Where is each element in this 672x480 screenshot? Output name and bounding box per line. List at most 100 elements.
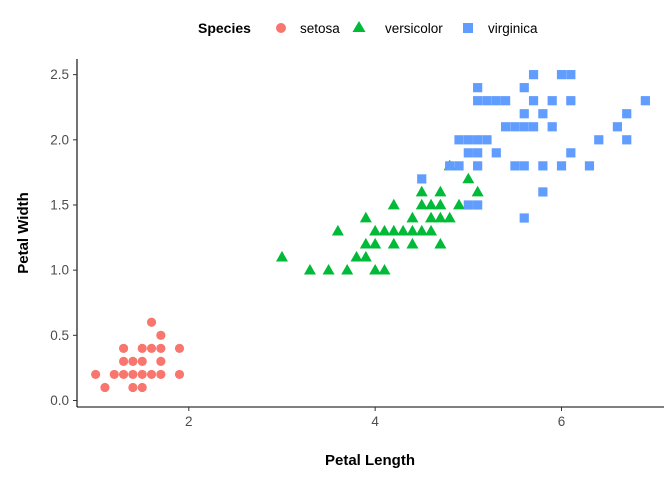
point-virginica xyxy=(547,96,557,106)
point-setosa xyxy=(137,382,147,393)
point-setosa xyxy=(128,356,138,366)
point-versicolor xyxy=(341,263,354,275)
legend: Species setosa versicolor virginica xyxy=(198,20,538,36)
point-virginica xyxy=(473,135,483,145)
point-virginica xyxy=(538,187,548,197)
point-setosa xyxy=(118,369,129,380)
point-versicolor xyxy=(434,211,447,223)
point-virginica xyxy=(473,148,483,158)
point-setosa xyxy=(137,369,147,380)
point-virginica xyxy=(566,148,576,158)
point-virginica xyxy=(622,109,632,119)
point-versicolor xyxy=(359,237,372,249)
point-versicolor xyxy=(359,211,372,223)
point-versicolor xyxy=(434,198,447,210)
point-versicolor xyxy=(434,185,447,197)
point-setosa xyxy=(174,343,185,353)
point-virginica xyxy=(463,135,473,145)
x-tick-label: 2 xyxy=(185,414,193,429)
legend-key-virginica xyxy=(463,23,473,33)
point-virginica xyxy=(454,161,464,171)
y-tick-label: 2.0 xyxy=(50,132,69,147)
point-versicolor xyxy=(275,250,288,262)
point-setosa xyxy=(91,369,101,380)
legend-key-setosa xyxy=(276,23,286,33)
point-virginica xyxy=(445,161,455,171)
point-versicolor xyxy=(443,211,456,223)
point-virginica xyxy=(454,135,464,145)
point-versicolor xyxy=(453,198,466,210)
point-setosa xyxy=(100,382,110,393)
point-setosa xyxy=(118,356,129,366)
x-axis-title: Petal Length xyxy=(325,452,415,469)
point-versicolor xyxy=(378,224,391,236)
point-virginica xyxy=(566,96,576,106)
point-setosa xyxy=(137,343,147,353)
point-versicolor xyxy=(434,237,447,249)
point-versicolor xyxy=(425,198,438,210)
y-tick-label: 2.5 xyxy=(50,67,69,82)
point-virginica xyxy=(482,135,492,145)
point-virginica xyxy=(501,122,511,132)
point-virginica xyxy=(584,161,595,171)
x-tick-label: 4 xyxy=(371,414,379,429)
y-tick-label: 0.5 xyxy=(50,328,69,343)
point-setosa xyxy=(156,343,166,353)
point-versicolor xyxy=(303,263,316,275)
point-virginica xyxy=(473,200,483,210)
point-setosa xyxy=(146,317,157,327)
point-versicolor xyxy=(359,250,372,262)
point-versicolor xyxy=(322,263,335,275)
point-virginica xyxy=(566,70,576,80)
point-versicolor xyxy=(462,172,475,184)
point-setosa xyxy=(146,343,157,353)
y-axis-title: Petal Width xyxy=(15,192,32,274)
x-axis-ticks: 2 4 6 xyxy=(185,407,565,429)
y-tick-label: 1.5 xyxy=(50,197,69,212)
point-virginica xyxy=(528,122,539,132)
point-virginica xyxy=(556,161,567,171)
point-versicolor xyxy=(471,185,484,197)
point-virginica xyxy=(463,200,473,210)
legend-title: Species xyxy=(198,20,251,36)
point-virginica xyxy=(482,96,492,106)
y-tick-label: 0.0 xyxy=(50,393,69,408)
point-virginica xyxy=(640,96,650,106)
legend-label-setosa: setosa xyxy=(300,21,340,36)
point-versicolor xyxy=(378,263,391,275)
point-virginica xyxy=(510,161,520,171)
y-axis-ticks: 0.0 0.5 1.0 1.5 2.0 2.5 xyxy=(50,67,77,408)
point-virginica xyxy=(519,109,529,119)
point-setosa xyxy=(146,369,157,380)
point-virginica xyxy=(491,148,501,158)
point-versicolor xyxy=(350,250,363,262)
point-setosa xyxy=(156,356,166,366)
y-tick-label: 1.0 xyxy=(50,263,69,278)
point-setosa xyxy=(174,369,185,380)
point-virginica xyxy=(519,161,529,171)
point-virginica xyxy=(622,135,632,145)
point-virginica xyxy=(501,96,511,106)
legend-label-virginica: virginica xyxy=(488,21,538,36)
point-virginica xyxy=(538,161,548,171)
point-virginica xyxy=(491,96,501,106)
point-versicolor xyxy=(406,211,419,223)
point-virginica xyxy=(547,122,557,132)
point-versicolor xyxy=(425,211,438,223)
point-setosa xyxy=(109,369,119,380)
point-setosa xyxy=(137,356,147,366)
legend-key-versicolor xyxy=(352,21,366,32)
point-versicolor xyxy=(387,224,400,236)
point-versicolor xyxy=(387,237,400,249)
point-virginica xyxy=(556,70,567,80)
point-virginica xyxy=(510,122,520,132)
point-virginica xyxy=(538,109,548,119)
point-versicolor xyxy=(369,263,382,275)
point-virginica xyxy=(528,96,539,106)
point-setosa xyxy=(128,382,138,393)
point-virginica xyxy=(519,213,529,223)
point-virginica xyxy=(594,135,604,145)
point-versicolor xyxy=(387,198,400,210)
point-versicolor xyxy=(397,224,410,236)
point-setosa xyxy=(118,343,129,353)
